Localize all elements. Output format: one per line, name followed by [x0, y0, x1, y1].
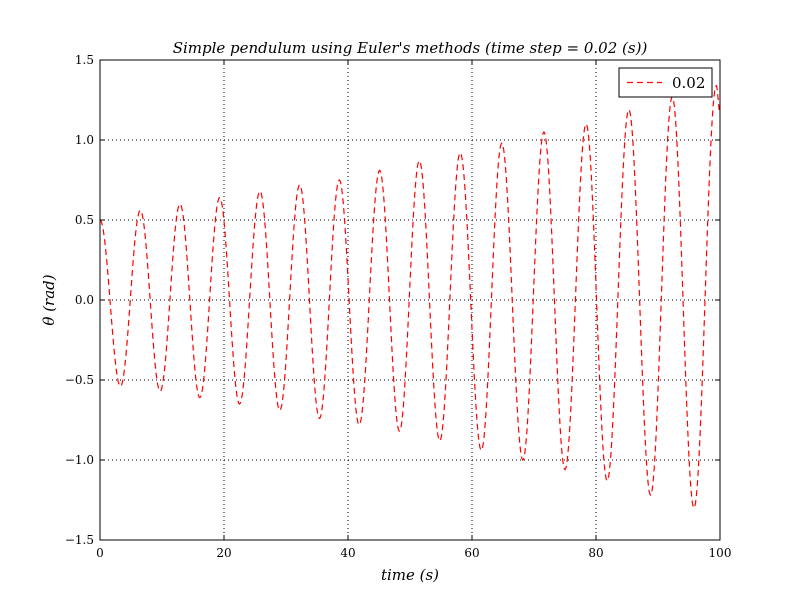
- y-tick-label: −1.0: [65, 453, 94, 467]
- legend: 0.02: [618, 67, 713, 98]
- legend-label: 0.02: [672, 74, 705, 92]
- y-axis-title: θ (rad): [40, 274, 58, 325]
- x-tick-label: 0: [96, 546, 104, 560]
- y-tick-label: 1.0: [75, 133, 94, 147]
- series-layer: [99, 84, 721, 510]
- x-tick-label: 40: [340, 546, 355, 560]
- y-tick-label: 1.5: [75, 53, 94, 67]
- x-tick-label: 100: [709, 546, 732, 560]
- y-tick-label: 0.5: [75, 213, 94, 227]
- x-tick-label: 80: [588, 546, 603, 560]
- tick-labels: 0 20 40 60 80 100 −1.5 −1.0 −0.5 0.0 0.5 1.0 1.5: [65, 53, 732, 560]
- x-tick-label: 60: [464, 546, 479, 560]
- series-line: [99, 84, 721, 510]
- y-tick-label: −0.5: [65, 373, 94, 387]
- x-tick-label: 20: [216, 546, 231, 560]
- y-tick-label: 0.0: [75, 293, 94, 307]
- chart-title: Simple pendulum using Euler's methods (t…: [173, 39, 648, 57]
- legend-box: [618, 67, 713, 98]
- x-axis-title: time (s): [381, 566, 439, 584]
- grid-lines: [100, 60, 720, 540]
- tick-marks: [99, 59, 721, 541]
- y-tick-label: −1.5: [65, 533, 94, 547]
